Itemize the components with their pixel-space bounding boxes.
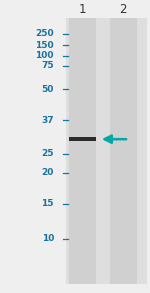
- Text: 37: 37: [41, 116, 54, 125]
- Text: 10: 10: [42, 234, 54, 243]
- Text: 25: 25: [42, 149, 54, 158]
- Text: 150: 150: [35, 41, 54, 50]
- Text: 1: 1: [79, 3, 86, 16]
- Text: 75: 75: [41, 62, 54, 70]
- Text: 2: 2: [119, 3, 127, 16]
- Bar: [69, 137, 96, 141]
- Bar: [66, 18, 147, 284]
- Text: 15: 15: [42, 199, 54, 208]
- Text: 50: 50: [42, 85, 54, 94]
- Text: 100: 100: [36, 51, 54, 60]
- Bar: [69, 18, 96, 284]
- Bar: [110, 18, 136, 284]
- Text: 250: 250: [35, 29, 54, 38]
- Text: 20: 20: [42, 168, 54, 177]
